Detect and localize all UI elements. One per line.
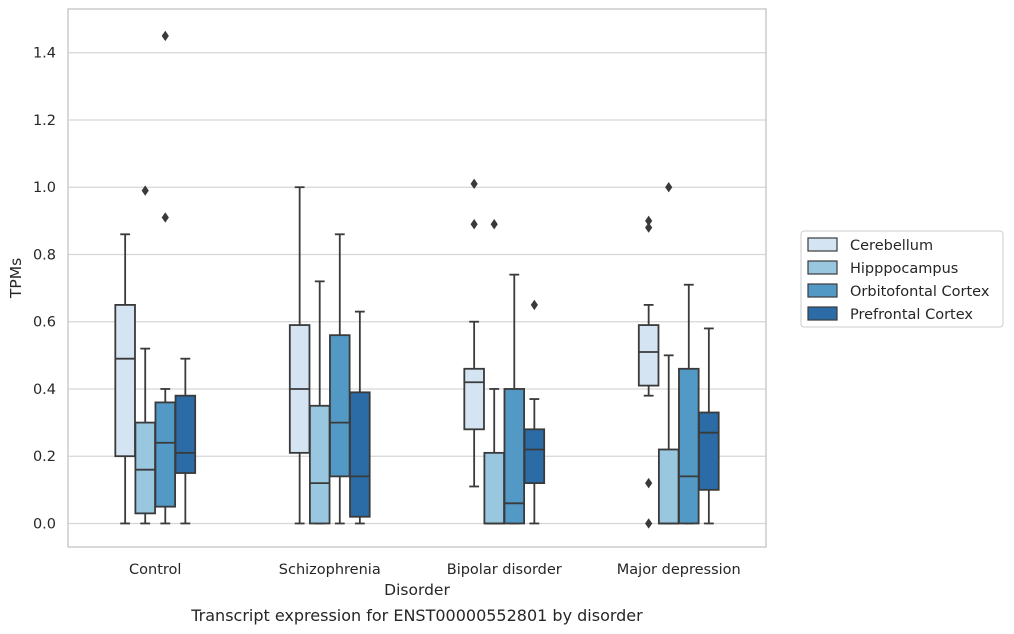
box (288, 186, 311, 525)
y-tick-label: 1.0 (33, 180, 56, 196)
legend-swatch (807, 283, 838, 298)
box-iqr (114, 303, 136, 458)
outlier-point (470, 178, 478, 190)
box (657, 182, 680, 525)
box (637, 215, 660, 529)
box-iqr (349, 391, 371, 518)
box (483, 219, 505, 525)
y-tick-label: 1.4 (33, 46, 56, 62)
y-axis-ticks: 0.0 0.2 0.4 0.6 0.8 1.0 1.2 1.4 (33, 46, 56, 533)
box (349, 310, 371, 525)
y-tick-label: 0.4 (33, 382, 56, 398)
y-tick-label: 0.0 (33, 516, 56, 532)
outlier-point (645, 518, 653, 529)
plot-area (67, 8, 767, 548)
outlier-point (490, 219, 498, 230)
outlier-point (645, 477, 653, 489)
box (308, 280, 331, 525)
x-axis-ticks: Control Schizophrenia Bipolar disorder Majo… (129, 562, 741, 578)
box-iqr (523, 428, 546, 485)
y-tick-label: 1.2 (33, 113, 56, 129)
legend-swatch (807, 237, 838, 252)
legend-entry: Cerebellum (850, 238, 933, 254)
legend-swatch (807, 260, 838, 275)
outlier-point (161, 212, 169, 223)
box-iqr (308, 404, 331, 525)
box (134, 185, 156, 525)
box-iqr (463, 367, 485, 431)
outlier-point (530, 299, 538, 311)
x-tick-label: Control (129, 562, 181, 578)
y-axis-label: TPMs (7, 258, 25, 299)
legend-swatch (807, 306, 838, 321)
box-iqr (329, 334, 351, 478)
box (174, 357, 197, 525)
box (523, 299, 546, 525)
box-iqr (637, 324, 660, 387)
x-axis-label: Disorder (384, 581, 450, 599)
box (463, 178, 485, 488)
box-iqr (698, 411, 720, 491)
outlier-point (665, 182, 673, 193)
box-iqr (174, 394, 197, 474)
y-tick-label: 0.6 (33, 315, 56, 331)
box (114, 233, 136, 525)
legend-entry: Prefrontal Cortex (850, 307, 973, 323)
box-iqr (483, 451, 505, 525)
box (698, 327, 720, 525)
box-iqr (678, 367, 700, 525)
y-tick-label: 0.8 (33, 247, 56, 263)
x-tick-label: Major depression (617, 562, 741, 578)
y-tick-label: 0.2 (33, 449, 56, 465)
box-series-group (114, 30, 720, 529)
box (678, 283, 700, 525)
legend: Cerebellum Hipppocampus Orbitofontal Corte… (800, 230, 1004, 328)
box-iqr (154, 401, 177, 508)
outlier-point (470, 219, 478, 230)
x-tick-label: Schizophrenia (279, 562, 381, 578)
outlier-point (645, 222, 653, 233)
outlier-point (645, 215, 653, 227)
legend-entry: Orbitofontal Cortex (850, 284, 990, 300)
legend-entry: Hipppocampus (850, 261, 958, 277)
box (503, 273, 526, 525)
outlier-point (161, 30, 169, 42)
legend-frame (800, 230, 1004, 328)
outlier-point (141, 185, 149, 196)
box (154, 30, 177, 525)
box-iqr (134, 421, 156, 515)
box-iqr (657, 448, 680, 525)
box (329, 233, 351, 525)
x-tick-label: Bipolar disorder (447, 562, 562, 578)
figure-caption: Transcript expression for ENST0000055280… (191, 606, 643, 625)
